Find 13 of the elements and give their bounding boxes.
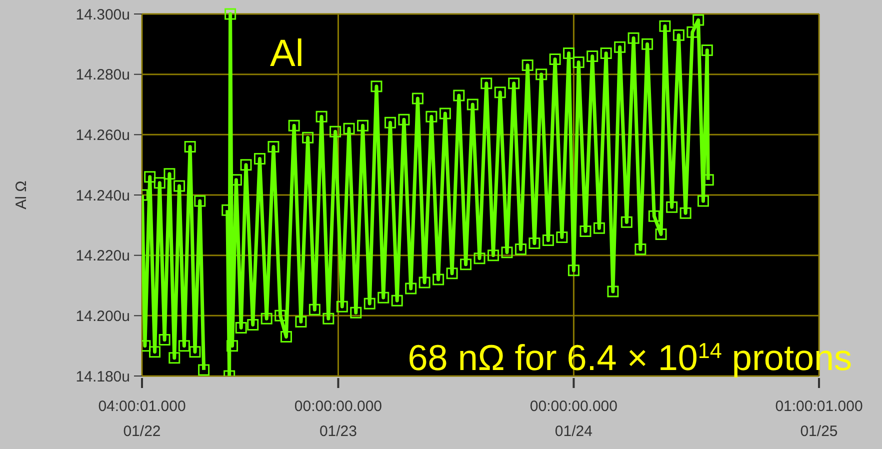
y-tick-label: 14.220u <box>76 248 130 265</box>
y-tick-label: 14.260u <box>76 126 130 144</box>
y-tick-label: 14.180u <box>76 368 130 386</box>
y-tick-label: 14.300u <box>76 6 130 24</box>
x-tick-label: 00:00:00.000 01/23 <box>294 398 382 440</box>
y-tick-label: 14.240u <box>76 187 130 204</box>
x-tick-label: 04:00:01.000 01/22 <box>98 398 186 440</box>
x-tick-label: 00:00:00.000 01/24 <box>530 398 618 440</box>
y-tick-label: 14.280u <box>76 66 130 84</box>
annotation: Al <box>270 33 304 75</box>
y-tick-label: 14.200u <box>76 308 130 325</box>
x-tick-label: 01:00:01.000 01/25 <box>775 398 863 440</box>
y-axis-title: Al Ω <box>13 180 30 210</box>
